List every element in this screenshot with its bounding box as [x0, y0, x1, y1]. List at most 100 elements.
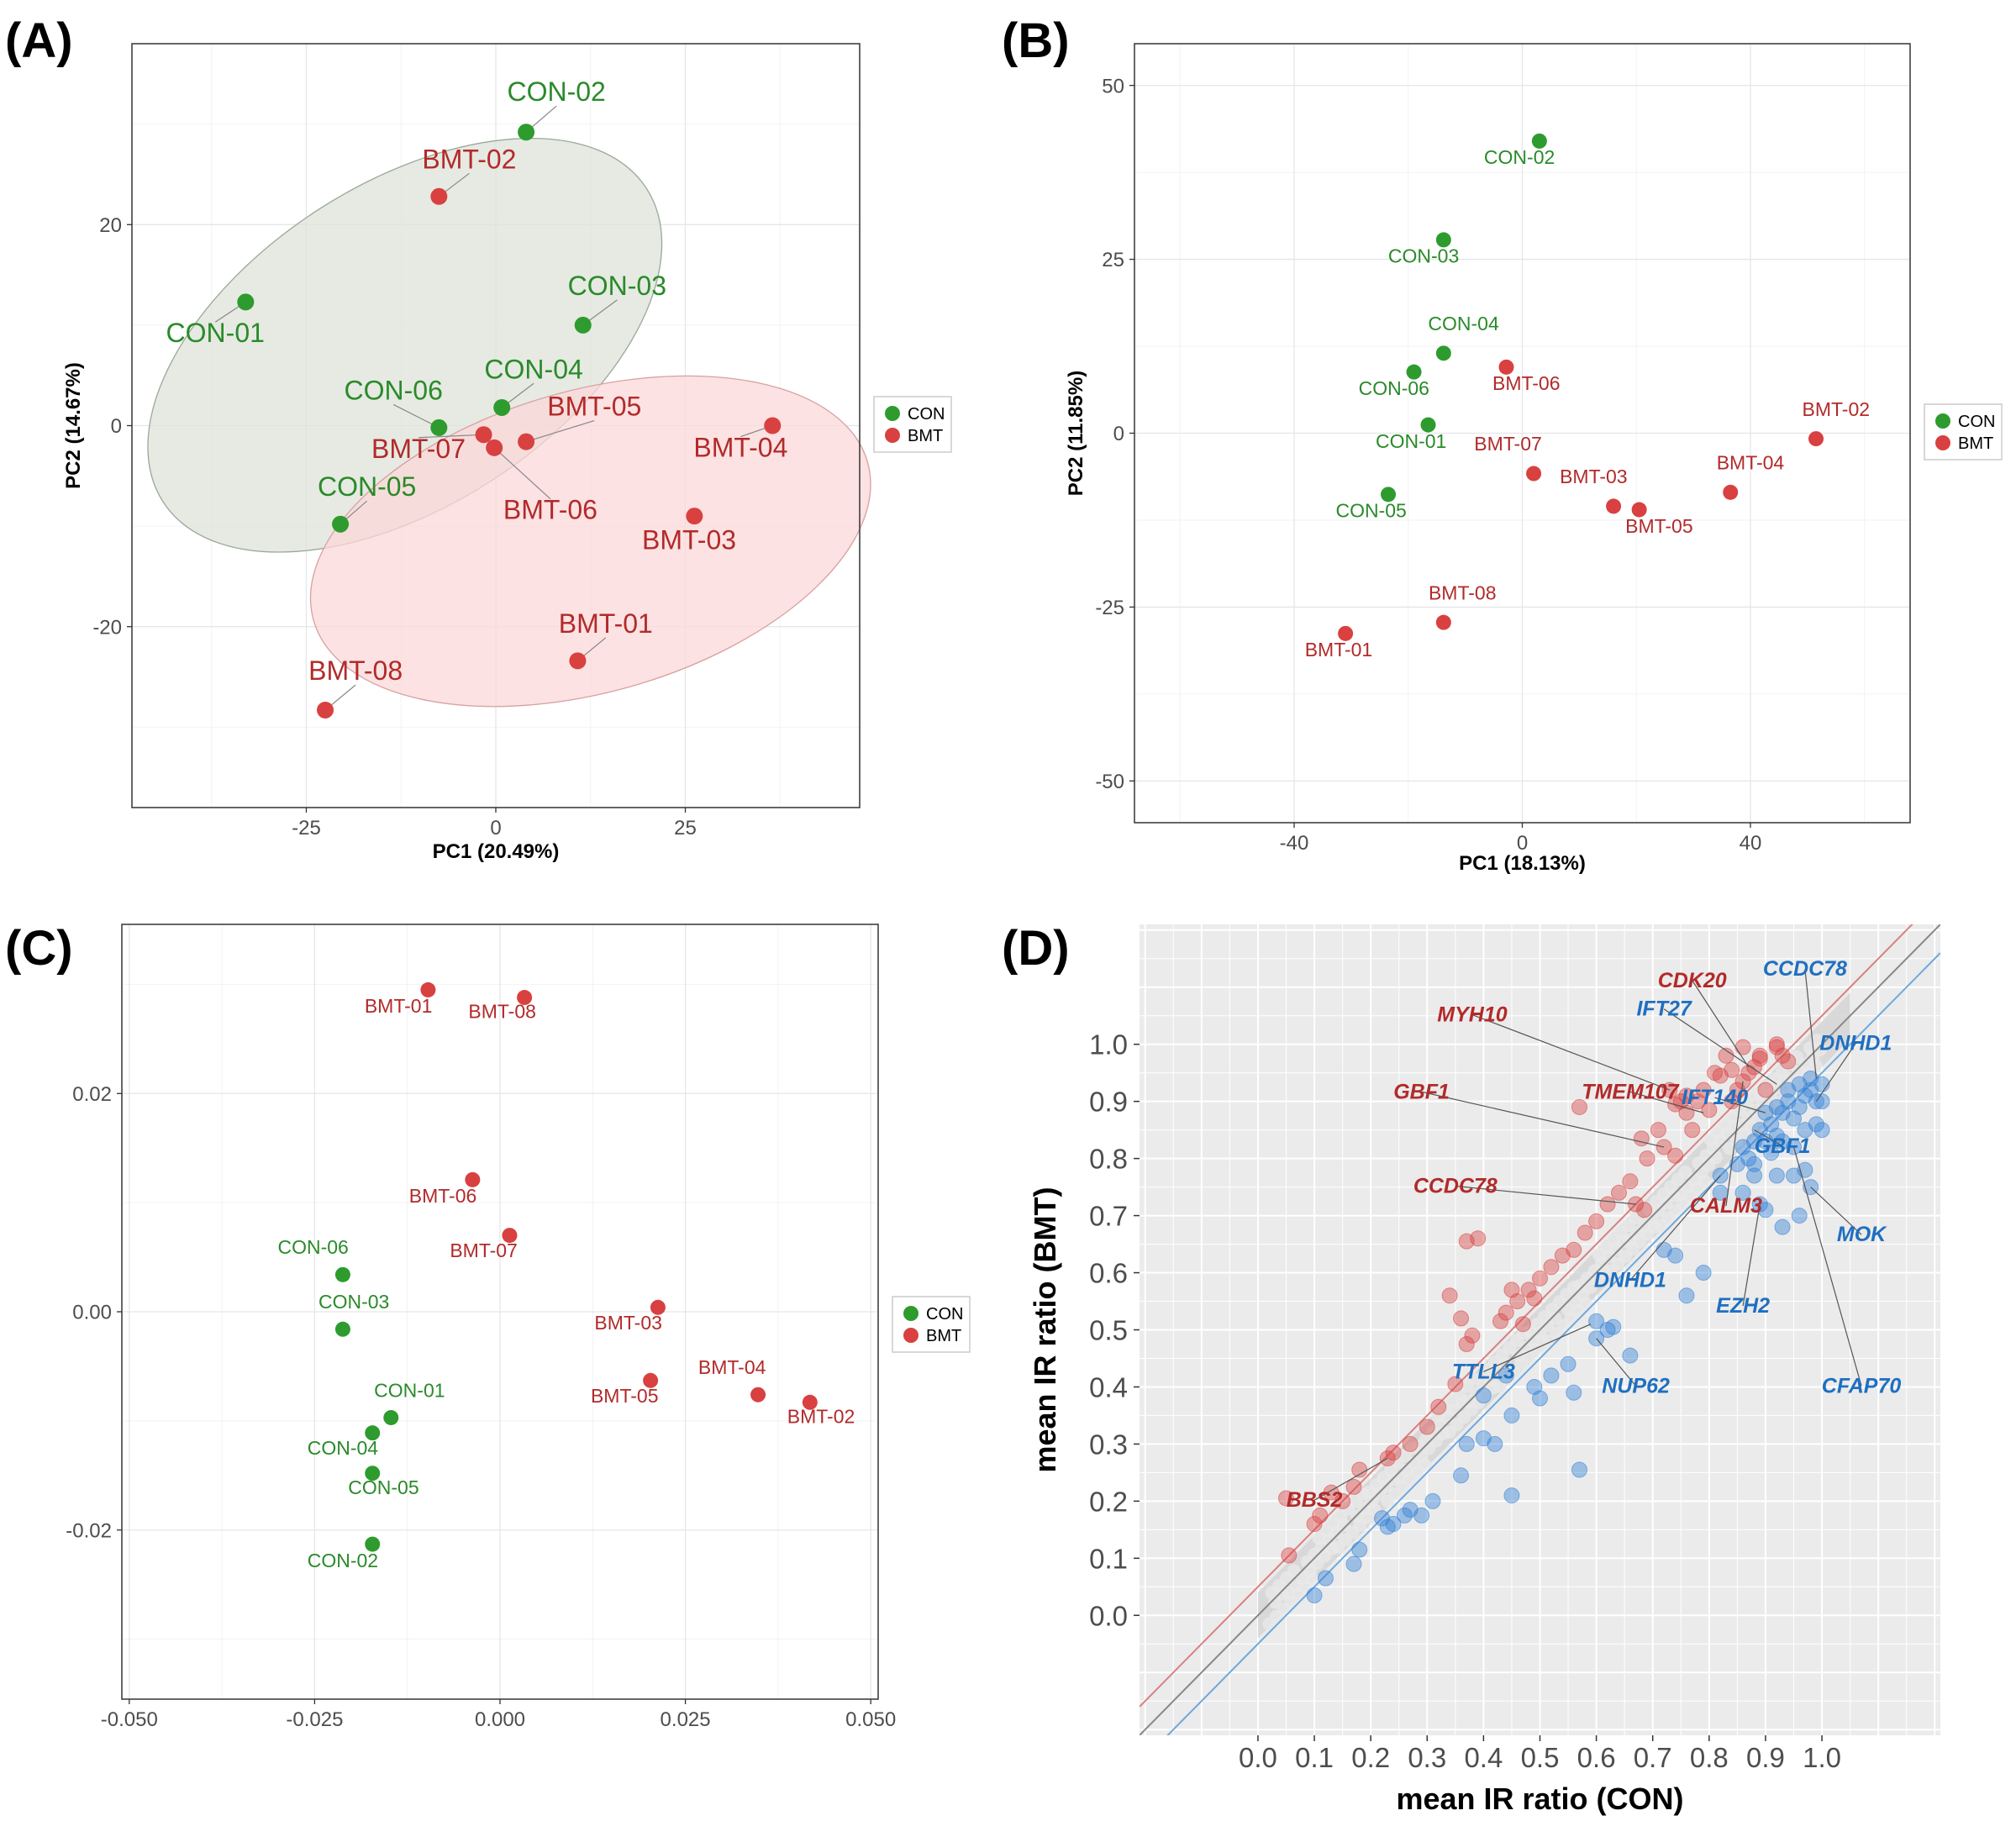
- x-tick-label: 0.2: [1351, 1742, 1390, 1773]
- y-tick-label: 0.2: [1089, 1486, 1128, 1517]
- background-point: [1598, 1266, 1612, 1280]
- annotation-leader: [1629, 1175, 1721, 1281]
- annotation-leader: [1810, 1187, 1862, 1235]
- x-axis-label: PC1 (20.49%): [433, 840, 560, 863]
- background-point: [1287, 1564, 1301, 1578]
- point-down: [1571, 1461, 1587, 1478]
- point-up: [1780, 1053, 1797, 1070]
- point-con-03: [574, 316, 592, 334]
- annotation-leader: [1804, 969, 1817, 1079]
- point-down: [1345, 1555, 1362, 1572]
- point-up: [1734, 1039, 1751, 1055]
- reference-line-identity: [1140, 924, 1940, 1735]
- point-label: CON-06: [277, 1236, 348, 1258]
- plot-border: [1134, 43, 1911, 824]
- annotation-leader: [1663, 1008, 1777, 1085]
- annotation-leader: [1692, 980, 1750, 1068]
- point-label: BMT-07: [1474, 433, 1542, 455]
- x-tick-label: 0.3: [1408, 1742, 1446, 1773]
- point-down: [1813, 1122, 1830, 1139]
- point-up: [1514, 1316, 1531, 1333]
- x-tick-label: 0.5: [1521, 1742, 1560, 1773]
- point-bmt-07: [475, 426, 492, 444]
- background-point: [1336, 1518, 1350, 1532]
- gene-label: IFT27: [1636, 997, 1692, 1021]
- background-point: [1306, 1572, 1320, 1587]
- point-con-04: [493, 398, 511, 416]
- point-label: BMT-01: [1305, 639, 1373, 661]
- panel-label-c: (C): [5, 921, 73, 976]
- label-leader: [525, 419, 595, 443]
- point-up: [1610, 1184, 1627, 1201]
- point-down: [1746, 1155, 1763, 1172]
- point-con-01: [383, 1409, 399, 1425]
- point-bmt-07: [502, 1228, 518, 1244]
- point-label: CON-04: [1428, 313, 1499, 334]
- point-label: CON-04: [308, 1437, 379, 1459]
- point-bmt-05: [1631, 502, 1647, 518]
- y-tick-label: 50: [1102, 75, 1124, 97]
- point-up: [1543, 1259, 1560, 1276]
- point-up: [1441, 1287, 1458, 1304]
- point-bmt-08: [1435, 614, 1451, 630]
- point-label: BMT-03: [1560, 466, 1628, 487]
- point-up: [1751, 1047, 1768, 1064]
- point-bmt-03: [1606, 498, 1622, 514]
- point-down: [1757, 1202, 1774, 1218]
- point-bmt-07: [1526, 466, 1542, 482]
- point-label: BMT-04: [1717, 452, 1785, 474]
- legend-key-bmt: [903, 1328, 919, 1343]
- point-label: BMT-02: [1803, 398, 1871, 420]
- ir-ratio-scatter-d: CDK20 MYH10 GBF1 TMEM107 CCDC78 CALM3 BBS2 CCDC…: [1028, 924, 1940, 1816]
- point-label: BMT-06: [1492, 372, 1561, 394]
- y-tick-label: 0.7: [1089, 1201, 1128, 1232]
- background-point: [1324, 1541, 1339, 1555]
- background-point: [1517, 1326, 1531, 1340]
- point-up: [1526, 1290, 1543, 1307]
- point-bmt-05: [518, 433, 535, 450]
- gene-label: CALM3: [1690, 1194, 1762, 1218]
- point-con-04: [1435, 345, 1451, 361]
- point-con-02: [365, 1536, 381, 1552]
- point-bmt-05: [643, 1372, 659, 1388]
- y-tick-label: 0.8: [1089, 1144, 1128, 1175]
- point-down: [1503, 1487, 1520, 1504]
- point-down: [1351, 1541, 1368, 1558]
- annotation-leader: [1313, 1457, 1388, 1501]
- plot-border: [131, 43, 861, 808]
- point-bmt-06: [486, 439, 503, 456]
- point-con-06: [334, 1266, 350, 1282]
- x-tick-label: 0.7: [1634, 1742, 1672, 1773]
- point-down: [1774, 1218, 1791, 1235]
- point-bmt-01: [420, 982, 436, 997]
- background-point: [1417, 1457, 1431, 1471]
- x-tick-label: -25: [292, 817, 321, 839]
- point-label: CON-02: [1484, 146, 1555, 168]
- point-down: [1734, 1139, 1751, 1155]
- point-label: BMT-08: [308, 655, 403, 686]
- gene-label: BBS2: [1287, 1488, 1343, 1512]
- reference-line-up: [1140, 924, 1913, 1708]
- point-down: [1475, 1387, 1492, 1404]
- y-tick-label: 0.02: [72, 1083, 112, 1106]
- x-tick-label: 0.6: [1577, 1742, 1616, 1773]
- point-down: [1385, 1516, 1402, 1533]
- x-tick-label: 0.4: [1464, 1742, 1503, 1773]
- point-down: [1797, 1122, 1813, 1139]
- annotation-leader: [1471, 1013, 1671, 1091]
- point-con-02: [518, 124, 535, 141]
- point-label: BMT-08: [468, 1001, 536, 1023]
- annotation-leader: [1629, 1091, 1704, 1113]
- x-axis-label: PC1 (18.13%): [1459, 852, 1586, 875]
- point-down: [1695, 1265, 1712, 1282]
- y-axis-label: mean IR ratio (BMT): [1028, 1187, 1062, 1472]
- gene-label: GBF1: [1755, 1134, 1811, 1158]
- point-label: CON-04: [484, 354, 582, 384]
- point-down: [1746, 1167, 1763, 1184]
- y-tick-label: 0: [1113, 423, 1124, 445]
- point-down: [1487, 1435, 1503, 1452]
- point-bmt-04: [764, 417, 782, 434]
- legend-key-bmt: [1935, 435, 1950, 450]
- legend-key-con: [903, 1306, 919, 1321]
- point-label: CON-05: [318, 471, 416, 502]
